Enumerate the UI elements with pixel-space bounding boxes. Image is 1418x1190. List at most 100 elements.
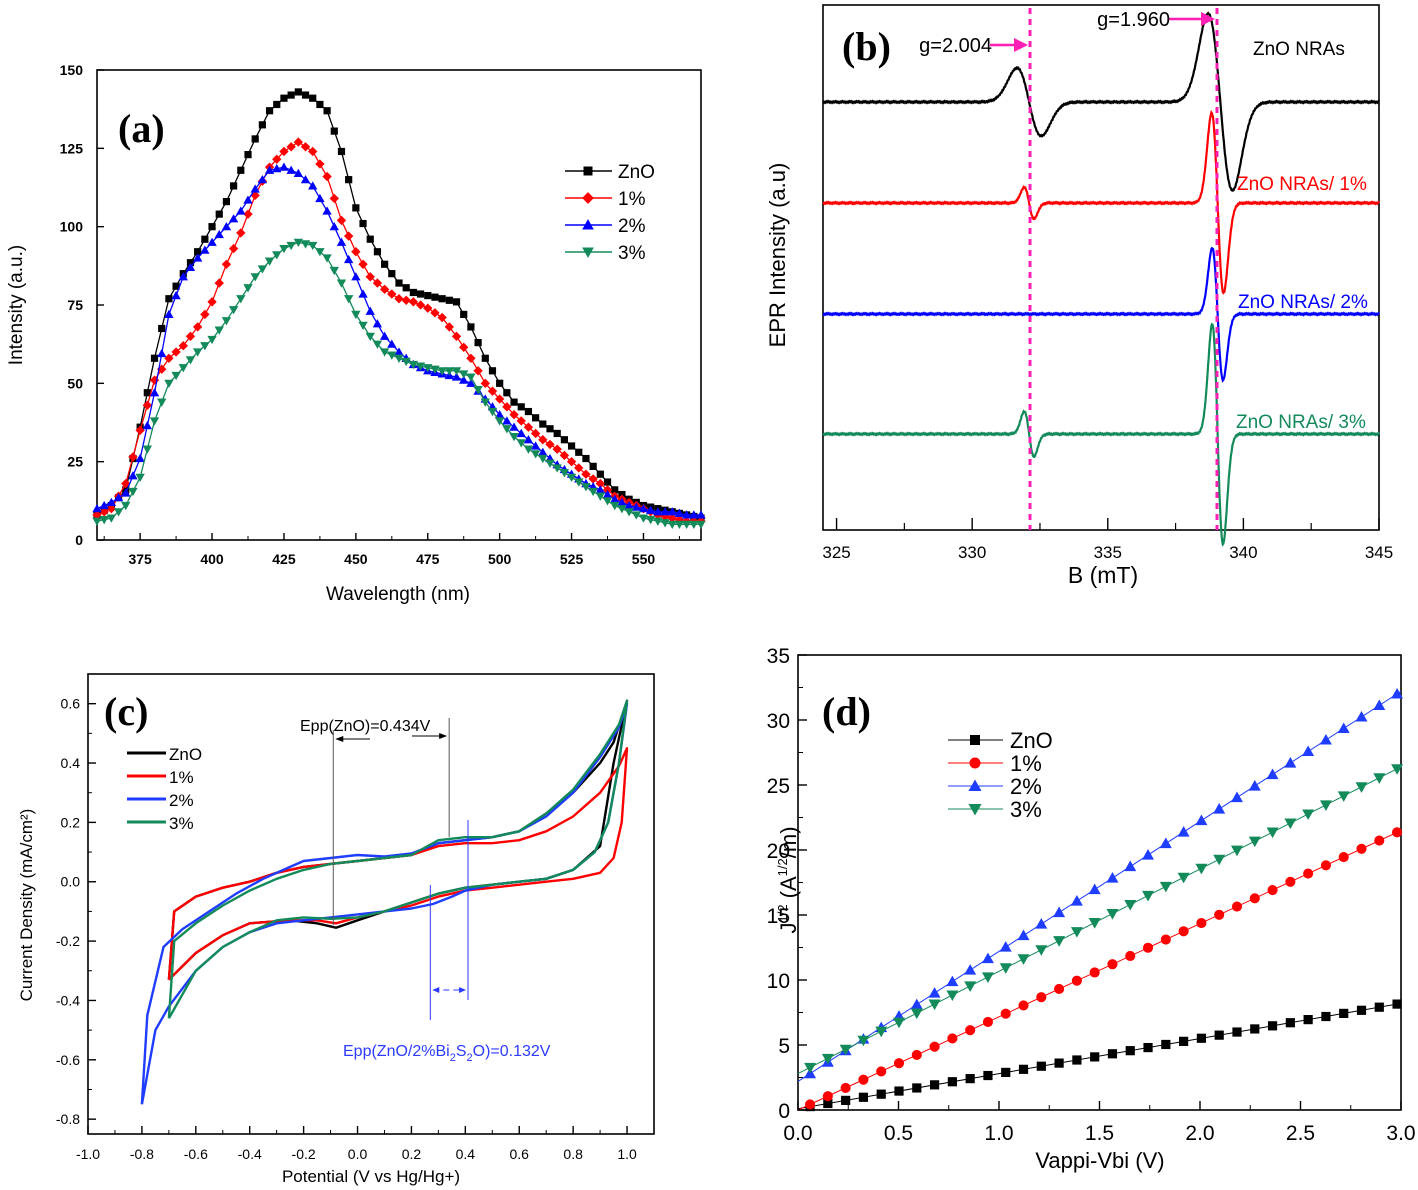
data-point [121, 488, 131, 497]
data-point [857, 1035, 870, 1047]
series-group [822, 11, 1380, 547]
data-point [308, 241, 318, 251]
data-point [214, 229, 224, 239]
data-point [1285, 876, 1296, 887]
data-point [106, 503, 117, 514]
y-tick-label: 100 [60, 219, 84, 235]
data-point [1178, 926, 1189, 937]
data-point [1072, 1055, 1082, 1065]
data-point [912, 1083, 922, 1093]
data-point [171, 290, 181, 300]
data-point [99, 516, 109, 525]
x-tick-label: -0.4 [238, 1146, 262, 1162]
data-point [293, 238, 304, 248]
data-point [424, 292, 432, 300]
series-group [92, 88, 706, 530]
label-part: S [456, 1043, 467, 1060]
axes: 0.0 0.5 1.0 1.5 2.0 2.5 3.0 0 5 10 15 20 25 30 35 [767, 645, 1416, 1145]
data-point [1356, 1005, 1367, 1015]
data-point [430, 365, 440, 374]
data-point [566, 456, 577, 467]
data-point [273, 100, 281, 109]
data-point [1195, 814, 1208, 826]
data-point [946, 990, 959, 1002]
data-point [487, 386, 498, 396]
data-point [150, 354, 159, 362]
data-point [121, 478, 131, 489]
data-point [345, 176, 353, 184]
data-point [560, 436, 568, 444]
data-point [379, 348, 390, 357]
data-point [1266, 768, 1279, 780]
data-point [402, 284, 410, 292]
data-point [581, 469, 591, 479]
data-point [480, 398, 490, 407]
data-point [459, 342, 469, 352]
data-point [1302, 809, 1315, 821]
data-point [215, 210, 223, 218]
data-point [839, 1044, 852, 1056]
legend-marker [582, 192, 594, 204]
data-point [1177, 826, 1190, 837]
data-point [329, 221, 339, 231]
data-point [1161, 1039, 1171, 1050]
data-point [1319, 800, 1332, 811]
data-point [322, 171, 332, 182]
data-point [631, 502, 641, 511]
series-line-1% [167, 747, 629, 981]
data-point [185, 356, 196, 365]
data-point [517, 403, 525, 411]
data-point [309, 94, 317, 102]
data-point [208, 223, 216, 231]
data-point [401, 295, 411, 305]
data-point [524, 407, 533, 416]
y-label-main: J [776, 923, 801, 934]
data-point [280, 94, 288, 102]
data-point [982, 1016, 994, 1028]
data-point [214, 278, 224, 288]
data-point [394, 354, 404, 363]
y-tick-label: 0 [75, 532, 83, 548]
data-point [329, 193, 339, 204]
data-point [322, 254, 332, 263]
data-point [243, 284, 253, 293]
data-point [1392, 827, 1403, 838]
data-point [1337, 791, 1350, 802]
data-point [1196, 917, 1207, 929]
data-point [1373, 699, 1386, 711]
data-point [624, 500, 634, 510]
legend-label: 2% [618, 216, 646, 237]
data-point [178, 272, 188, 281]
data-point [343, 254, 354, 264]
data-point [207, 335, 217, 345]
data-point [611, 486, 619, 494]
data-point [946, 975, 959, 987]
data-point [135, 453, 145, 463]
data-point [1001, 1067, 1011, 1078]
data-point [293, 168, 304, 177]
x-tick-label: 500 [488, 551, 512, 567]
data-point [553, 429, 561, 438]
data-point [438, 295, 446, 303]
y-tick-label: -0.6 [56, 1052, 80, 1068]
data-point [408, 297, 419, 307]
data-point [1338, 851, 1349, 863]
data-point [459, 375, 469, 384]
y-tick-label: 50 [67, 375, 83, 391]
data-point [236, 206, 246, 215]
data-point [142, 400, 153, 410]
axes: -1.0 -0.8 -0.6 -0.4 -0.2 0.0 0.2 0.4 0.6 0.8 1.0 -0… [56, 696, 637, 1162]
data-point [264, 165, 275, 174]
x-tick-label: 1.0 [984, 1122, 1013, 1145]
data-point [1107, 959, 1118, 970]
x-axis-label: Wavelength (nm) [326, 584, 470, 605]
data-point [1285, 1018, 1295, 1028]
legend-label: 1% [618, 189, 646, 210]
data-point [444, 322, 455, 332]
data-point [1373, 773, 1386, 784]
legend-label: 2% [169, 791, 194, 810]
x-tick-label: 375 [128, 551, 152, 567]
x-tick-label: 3.0 [1386, 1122, 1415, 1145]
data-point [228, 243, 239, 254]
data-point [1374, 1002, 1384, 1012]
